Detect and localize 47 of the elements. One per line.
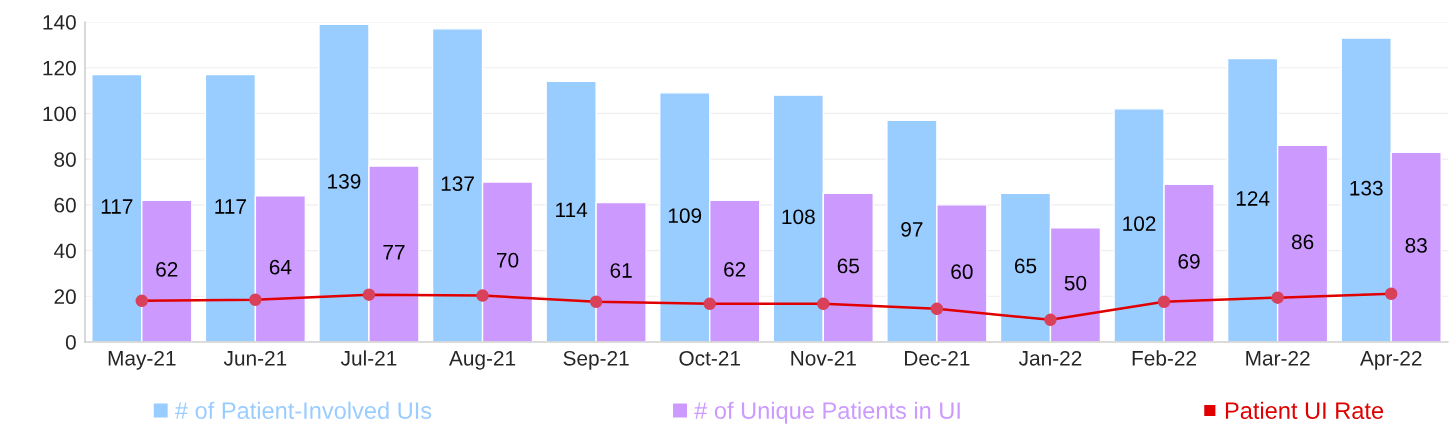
x-tick-label: Apr-22 xyxy=(1359,350,1422,370)
legend-label: # of Unique Patients in UI xyxy=(694,401,960,424)
data-label: 114 xyxy=(556,202,588,218)
data-label: 69 xyxy=(1178,253,1200,269)
data-label: 61 xyxy=(610,263,632,278)
data-label: 109 xyxy=(668,208,702,224)
data-label: 60 xyxy=(951,264,973,280)
data-label: 65 xyxy=(1014,258,1037,274)
legend-label: # of Patient-Involved UIs xyxy=(174,401,432,419)
x-tick-label: Jun-21 xyxy=(223,350,287,366)
data-label: 83 xyxy=(1405,237,1427,253)
x-tick-label: Dec-21 xyxy=(905,350,970,366)
x-tick-label: Oct-21 xyxy=(679,350,740,366)
x-tick-label: Jul-21 xyxy=(340,350,397,366)
y-tick-label: 20 xyxy=(54,289,76,305)
data-label: 62 xyxy=(724,261,746,277)
data-label: 117 xyxy=(101,199,133,214)
y-tick-label: 140 xyxy=(43,15,76,30)
data-label: 139 xyxy=(328,173,361,189)
data-label: 137 xyxy=(441,176,474,192)
data-label: 70 xyxy=(497,252,519,268)
x-tick-label: Jan-22 xyxy=(1018,350,1082,366)
x-tick-label: Aug-21 xyxy=(449,350,516,370)
x-tick-label: Feb-22 xyxy=(1132,350,1196,366)
y-tick-label: 60 xyxy=(54,197,76,213)
x-tick-label: Sep-21 xyxy=(563,350,629,370)
data-label: 65 xyxy=(837,258,859,274)
data-label: 64 xyxy=(269,259,292,275)
x-tick-label: Nov-21 xyxy=(791,350,856,366)
y-tick-label: 40 xyxy=(53,243,76,259)
data-label: 50 xyxy=(1064,275,1087,291)
y-tick-label: 0 xyxy=(65,335,76,350)
x-tick-label: Mar-22 xyxy=(1246,350,1310,366)
data-label: 108 xyxy=(782,209,815,225)
data-label: 97 xyxy=(901,221,923,237)
data-label: 117 xyxy=(215,199,246,214)
data-label: 124 xyxy=(1236,191,1270,206)
data-label: 62 xyxy=(156,261,178,277)
data-label: 86 xyxy=(1291,234,1314,250)
legend-label: Patient UI Rate xyxy=(1225,401,1384,419)
x-tick-label: May-21 xyxy=(108,350,176,370)
y-tick-label: 100 xyxy=(43,106,76,122)
data-label: 77 xyxy=(383,245,405,260)
y-tick-label: 120 xyxy=(43,60,76,76)
data-label: 102 xyxy=(1123,216,1156,232)
data-label: 133 xyxy=(1350,180,1383,196)
y-tick-label: 80 xyxy=(54,152,76,167)
